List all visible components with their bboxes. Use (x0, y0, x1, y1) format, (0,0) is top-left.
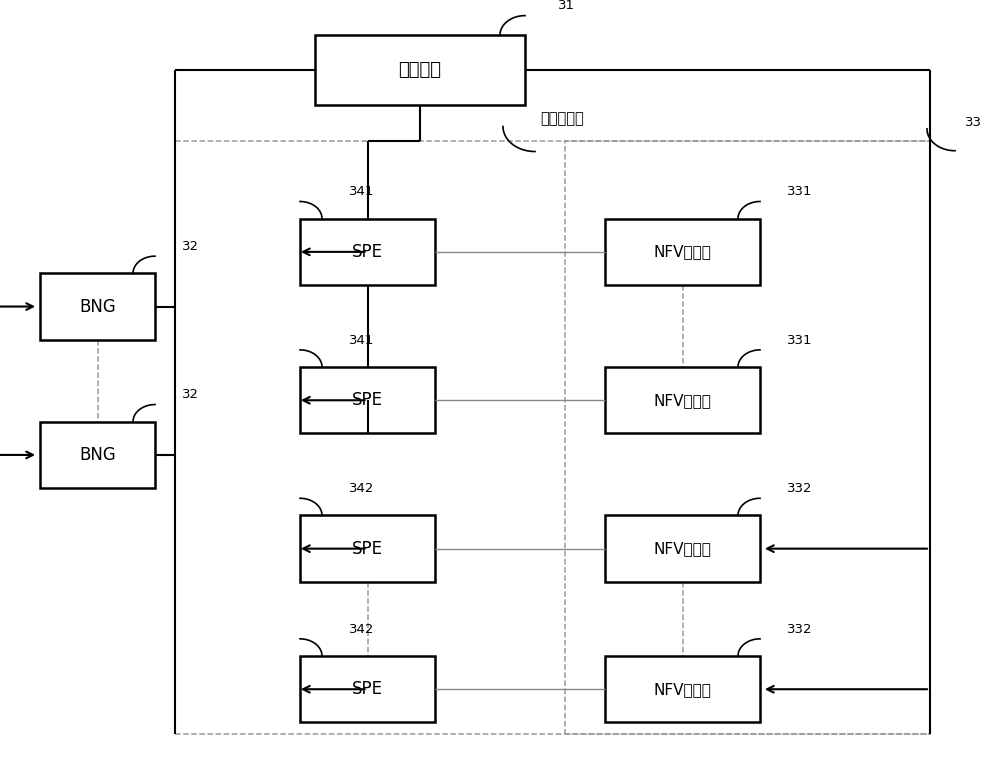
Text: SPE: SPE (352, 391, 383, 409)
Text: 32: 32 (182, 240, 199, 253)
Bar (605, 515, 760, 582)
Text: 342: 342 (349, 622, 374, 636)
Bar (300, 515, 435, 582)
Text: 控制装置: 控制装置 (398, 61, 442, 80)
Text: 运营商网络: 运营商网络 (540, 112, 584, 127)
Text: NFV服务器: NFV服务器 (654, 244, 711, 259)
Bar (565, 141, 930, 734)
Bar (40, 422, 155, 488)
Text: NFV服务器: NFV服务器 (654, 682, 711, 697)
Bar (300, 219, 435, 285)
Text: 341: 341 (349, 333, 374, 347)
Text: BNG: BNG (79, 446, 116, 464)
Bar (605, 219, 760, 285)
Bar (40, 273, 155, 340)
Text: 341: 341 (349, 185, 374, 198)
Bar (315, 35, 525, 105)
Bar (175, 141, 930, 734)
Text: SPE: SPE (352, 540, 383, 558)
Text: 332: 332 (787, 622, 812, 636)
Text: 32: 32 (182, 388, 199, 401)
Text: NFV服务器: NFV服务器 (654, 393, 711, 408)
Text: 332: 332 (787, 482, 812, 495)
Bar (605, 367, 760, 433)
Text: 331: 331 (787, 185, 812, 198)
Text: SPE: SPE (352, 680, 383, 698)
Bar (300, 367, 435, 433)
Bar (300, 656, 435, 722)
Text: 342: 342 (349, 482, 374, 495)
Text: 331: 331 (787, 333, 812, 347)
Text: 33: 33 (965, 116, 982, 129)
Text: 31: 31 (558, 0, 575, 12)
Text: BNG: BNG (79, 298, 116, 316)
Text: SPE: SPE (352, 243, 383, 261)
Bar (605, 656, 760, 722)
Text: NFV服务器: NFV服务器 (654, 541, 711, 556)
